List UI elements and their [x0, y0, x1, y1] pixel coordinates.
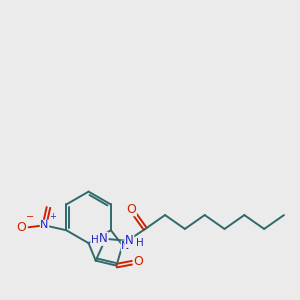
- Text: O: O: [16, 221, 26, 234]
- Text: O: O: [133, 255, 143, 268]
- Text: N: N: [99, 232, 108, 245]
- Text: −: −: [26, 212, 34, 222]
- Text: +: +: [50, 212, 56, 221]
- Text: O: O: [126, 202, 136, 216]
- Text: N: N: [121, 241, 130, 251]
- Text: H: H: [91, 235, 99, 245]
- Text: H: H: [136, 238, 144, 248]
- Text: N: N: [40, 220, 49, 230]
- Text: N: N: [125, 234, 134, 247]
